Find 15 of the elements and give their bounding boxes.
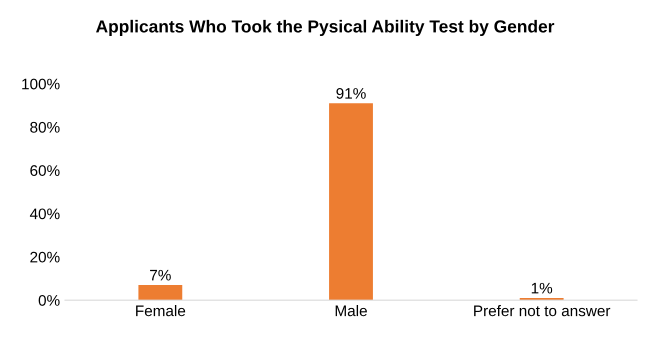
bar (138, 284, 182, 300)
chart-title: Applicants Who Took the Pysical Ability Test by Gender (96, 20, 554, 36)
y-tick-label: 100% (22, 78, 60, 90)
y-tick-label: 80% (30, 122, 60, 133)
y-tick-label: 0% (38, 295, 60, 306)
data-label: 7% (150, 270, 171, 281)
bar (329, 103, 373, 300)
data-label: 91% (336, 88, 366, 99)
y-tick-label: 20% (30, 252, 60, 263)
data-label: 1% (532, 282, 552, 294)
x-tick-label: Male (336, 305, 367, 316)
y-tick-label: 40% (30, 208, 60, 220)
x-tick-label: Female (136, 305, 186, 316)
x-tick-label: Prefer not to answer (474, 305, 610, 316)
y-tick-label: 60% (30, 165, 60, 176)
